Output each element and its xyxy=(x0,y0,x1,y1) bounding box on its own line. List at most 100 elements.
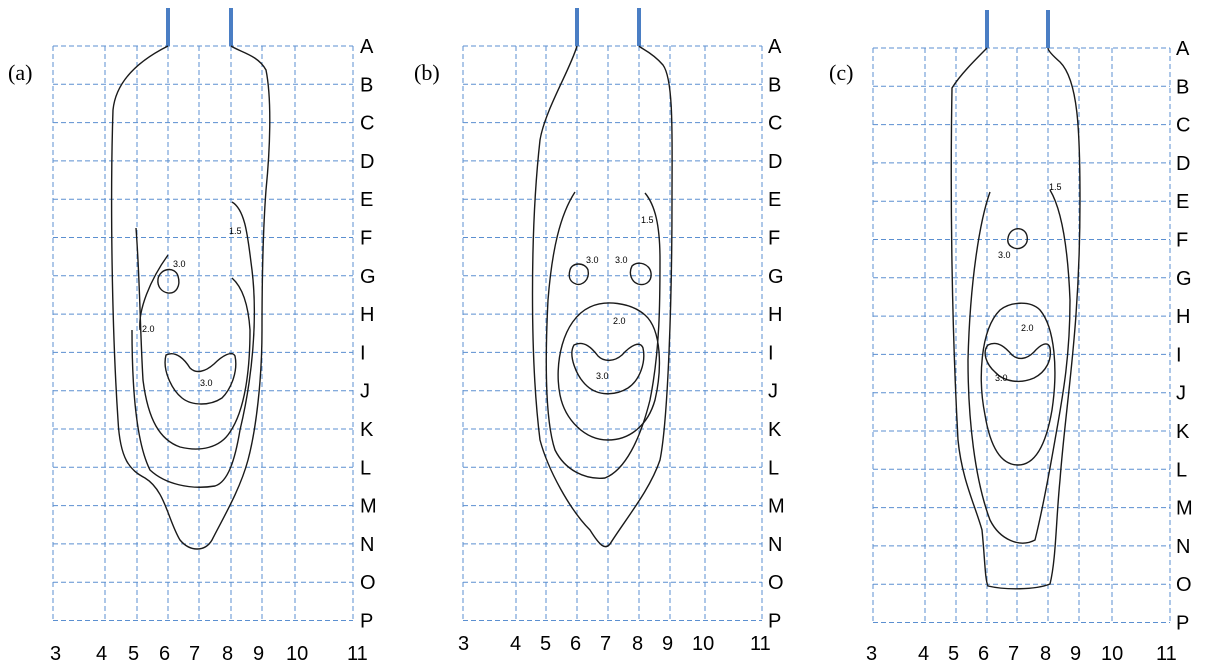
contour-label: 3.0 xyxy=(173,259,186,269)
column-label: 3 xyxy=(458,633,469,655)
contour-label: 2.0 xyxy=(613,316,626,326)
row-label: L xyxy=(1176,459,1187,481)
row-label: E xyxy=(360,189,373,211)
column-label: 8 xyxy=(1040,643,1051,665)
row-label: G xyxy=(1176,268,1192,290)
column-label: 8 xyxy=(222,643,233,665)
panel-label: (c) xyxy=(829,60,853,85)
contour-outer xyxy=(531,45,673,548)
contour-30-cup xyxy=(571,342,645,395)
row-label: A xyxy=(1176,38,1190,60)
row-label: D xyxy=(360,151,374,173)
contour-label: 3.0 xyxy=(995,373,1008,383)
contour-30-cup xyxy=(164,352,237,405)
contour-label: 3.0 xyxy=(586,255,599,265)
row-label: C xyxy=(360,113,374,135)
contour-label: 2.0 xyxy=(142,324,155,334)
column-label: 5 xyxy=(948,643,959,665)
column-label: 4 xyxy=(510,633,521,655)
row-label: A xyxy=(360,36,374,58)
column-label: 10 xyxy=(1101,643,1123,665)
contour-20 xyxy=(980,302,1056,466)
contour-20 xyxy=(135,227,251,450)
row-label: C xyxy=(1176,115,1190,137)
column-labels: 3 4 5 6 7 8 9 10 11 xyxy=(866,643,1177,665)
row-label: F xyxy=(1176,230,1188,252)
contour-label: 2.0 xyxy=(1021,323,1034,333)
column-label: 5 xyxy=(128,643,139,665)
row-label: C xyxy=(768,113,782,135)
row-label: K xyxy=(768,419,782,441)
dashed-grid xyxy=(52,45,354,621)
column-label: 11 xyxy=(347,643,368,665)
column-label: 11 xyxy=(1156,643,1177,665)
contour-15 xyxy=(967,189,1071,544)
row-label: N xyxy=(1176,536,1190,558)
row-label: N xyxy=(768,534,782,556)
column-label: 9 xyxy=(253,643,264,665)
contour-15 xyxy=(545,191,661,479)
row-label: I xyxy=(1176,344,1182,366)
contour-30-cup xyxy=(984,342,1052,383)
row-label: P xyxy=(768,611,781,633)
row-label: B xyxy=(1176,76,1189,98)
column-label: 7 xyxy=(600,633,611,655)
row-label: J xyxy=(1176,383,1186,405)
dashed-grid xyxy=(872,47,1171,623)
panel-label: (b) xyxy=(414,60,440,85)
row-label: B xyxy=(360,74,373,96)
contour-label: 1.5 xyxy=(641,215,654,225)
row-label: L xyxy=(768,457,779,479)
row-label: O xyxy=(360,572,376,594)
row-label: M xyxy=(768,496,785,518)
row-label: P xyxy=(1176,613,1189,635)
contour-lines xyxy=(950,47,1081,590)
column-label: 10 xyxy=(286,643,308,665)
row-label: L xyxy=(360,457,371,479)
row-label: E xyxy=(1176,191,1189,213)
row-label: P xyxy=(360,611,373,633)
contour-20-inner xyxy=(139,254,169,331)
contour-label: 3.0 xyxy=(596,371,609,381)
contour-label: 3.0 xyxy=(998,250,1011,260)
column-label: 8 xyxy=(632,633,643,655)
panel-b: (b) 1.5 3.0 3.0 2.0 3.0 ABCDEFGHIJKLMNOP… xyxy=(414,8,785,655)
column-label: 3 xyxy=(50,643,61,665)
row-label: E xyxy=(768,189,781,211)
row-label: M xyxy=(1176,498,1193,520)
row-label: J xyxy=(768,381,778,403)
column-label: 9 xyxy=(662,633,673,655)
column-label: 9 xyxy=(1070,643,1081,665)
row-label: A xyxy=(768,36,782,58)
row-label: H xyxy=(360,304,374,326)
row-label: M xyxy=(360,496,377,518)
row-label: G xyxy=(768,266,784,288)
panel-label: (a) xyxy=(8,60,32,85)
contour-15 xyxy=(131,201,256,488)
column-label: 3 xyxy=(866,643,877,665)
row-label: K xyxy=(1176,421,1190,443)
row-label: O xyxy=(1176,574,1192,596)
column-label: 11 xyxy=(750,633,771,655)
column-label: 4 xyxy=(96,643,107,665)
contour-label: 3.0 xyxy=(615,255,628,265)
contour-30-blob xyxy=(1007,228,1028,250)
row-label: F xyxy=(360,228,372,250)
column-label: 6 xyxy=(570,633,581,655)
contour-label: 1.5 xyxy=(1049,182,1062,192)
column-label: 6 xyxy=(978,643,989,665)
row-label: G xyxy=(360,266,376,288)
column-label: 5 xyxy=(540,633,551,655)
column-labels: 3 4 5 6 7 8 9 10 11 xyxy=(458,633,771,655)
row-label: D xyxy=(768,151,782,173)
contour-30-blob-right xyxy=(629,262,652,286)
contour-lines xyxy=(110,45,271,550)
row-label: O xyxy=(768,572,784,594)
dashed-grid xyxy=(462,45,763,621)
column-label: 6 xyxy=(159,643,170,665)
column-label: 4 xyxy=(918,643,929,665)
